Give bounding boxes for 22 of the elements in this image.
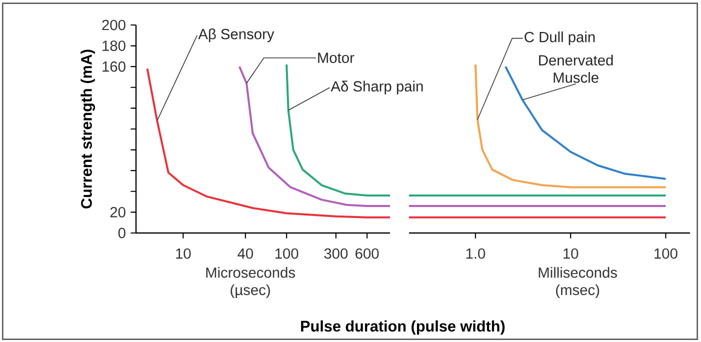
x-tick-label: 10 xyxy=(176,248,191,259)
x-axis-title: Pulse duration (pulse width) xyxy=(301,320,505,335)
x-tick-label: 600 xyxy=(356,248,379,259)
y-tick-label: 160 xyxy=(102,61,126,72)
y-tick-label: 200 xyxy=(102,20,126,30)
text: C Dull pain xyxy=(524,31,595,46)
text: Motor xyxy=(318,52,354,64)
y-tick-label: 0 xyxy=(118,228,126,238)
text: Aβ Sensory xyxy=(198,28,274,42)
x-tick-label: 1.0 xyxy=(466,248,486,259)
x-tick-label: 40 xyxy=(238,248,253,259)
text: Aδ Sharp pain xyxy=(330,80,423,94)
y-axis-title: Current strength (mA) xyxy=(80,50,95,208)
x-tick-label: 100 xyxy=(275,248,298,259)
text: Microseconds (µsec) xyxy=(206,267,295,298)
x-tick-label: 10 xyxy=(564,248,578,259)
y-tick-label: 180 xyxy=(102,40,126,51)
x-tick-label: 300 xyxy=(324,248,348,259)
x-tick-label: 100 xyxy=(654,248,678,259)
series-label: Denervated Muscle xyxy=(539,54,613,83)
text: Milliseconds (msec) xyxy=(538,267,617,298)
y-tick-label: 20 xyxy=(110,207,126,218)
